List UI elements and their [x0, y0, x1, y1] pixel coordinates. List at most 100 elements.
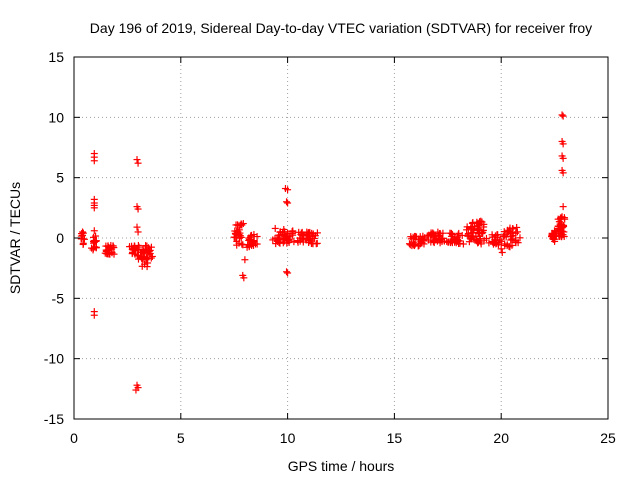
data-point — [92, 237, 100, 245]
data-point — [90, 157, 98, 165]
x-tick-labels: 0 5 10 15 20 25 — [70, 430, 616, 446]
data-point — [480, 223, 488, 231]
data-point — [90, 204, 98, 212]
data-point — [286, 233, 294, 241]
data-point — [275, 238, 283, 246]
data-point — [471, 223, 479, 231]
data-point — [253, 240, 261, 248]
data-point — [467, 224, 475, 232]
data-point — [299, 236, 307, 244]
data-point — [464, 230, 472, 238]
data-point — [512, 229, 520, 237]
data-point — [133, 156, 141, 164]
data-point — [313, 239, 321, 247]
data-point — [516, 234, 524, 242]
data-point — [135, 243, 143, 251]
data-point — [92, 232, 100, 240]
y-tick-label: 15 — [48, 49, 64, 65]
data-points — [77, 111, 569, 394]
data-point — [513, 223, 521, 231]
data-point — [248, 241, 256, 249]
data-point — [148, 252, 156, 260]
data-point — [420, 240, 428, 248]
data-point — [273, 237, 281, 245]
data-point — [289, 229, 297, 237]
data-point — [508, 241, 516, 249]
data-point — [559, 154, 567, 162]
data-point — [410, 241, 418, 249]
x-tick-label: 0 — [70, 430, 78, 446]
data-point — [304, 229, 312, 237]
data-point — [284, 269, 292, 277]
data-point — [512, 236, 520, 244]
axis-ticks — [73, 56, 609, 420]
x-tick-label: 20 — [493, 430, 509, 446]
data-point — [478, 230, 486, 238]
chart-title: Day 196 of 2019, Sidereal Day-to-day VTE… — [90, 20, 592, 36]
y-tick-label: -10 — [44, 351, 64, 367]
x-tick-label: 25 — [600, 430, 616, 446]
data-point — [559, 203, 567, 211]
data-point — [241, 256, 249, 264]
x-axis-label: GPS time / hours — [288, 458, 395, 474]
data-point — [134, 159, 142, 167]
data-point — [132, 386, 140, 394]
data-point — [497, 245, 505, 253]
data-point — [283, 198, 291, 206]
data-point — [513, 228, 521, 236]
data-point — [559, 112, 567, 120]
data-point — [480, 236, 488, 244]
data-point — [493, 231, 501, 239]
y-tick-label: 5 — [56, 170, 64, 186]
y-tick-label: 10 — [48, 109, 64, 125]
x-tick-label: 10 — [280, 430, 296, 446]
data-point — [463, 226, 471, 234]
data-point — [284, 186, 292, 194]
data-point — [560, 222, 568, 230]
data-point — [560, 228, 568, 236]
data-point — [283, 268, 291, 276]
data-point — [92, 243, 100, 251]
data-point — [561, 215, 569, 223]
data-point — [477, 240, 485, 248]
data-point — [134, 205, 142, 213]
data-point — [436, 239, 444, 247]
data-point — [236, 229, 244, 237]
data-point — [439, 229, 447, 237]
data-point — [313, 229, 321, 237]
data-point — [558, 111, 566, 119]
data-point — [428, 231, 436, 239]
data-point — [143, 255, 151, 263]
data-point — [79, 232, 87, 240]
data-point — [90, 311, 98, 319]
data-point — [559, 140, 567, 148]
data-point — [238, 221, 246, 229]
data-point — [110, 244, 118, 252]
data-point — [290, 238, 298, 246]
y-axis-label: SDTVAR / TECUs — [7, 182, 23, 294]
x-tick-label: 5 — [177, 430, 185, 446]
data-point — [496, 236, 504, 244]
data-point — [239, 220, 247, 228]
data-point — [240, 274, 248, 282]
data-point — [147, 243, 155, 251]
data-point — [271, 224, 279, 232]
data-point — [459, 240, 467, 248]
data-point — [80, 235, 88, 243]
data-point — [133, 223, 141, 231]
y-tick-labels: -15 -10 -5 0 5 10 15 — [44, 49, 64, 427]
data-point — [498, 248, 506, 256]
data-point — [501, 231, 509, 239]
data-point — [237, 233, 245, 241]
data-point — [418, 236, 426, 244]
data-point — [253, 233, 261, 241]
data-point — [509, 225, 517, 233]
data-point — [479, 228, 487, 236]
y-tick-label: -5 — [52, 290, 65, 306]
data-point — [284, 199, 292, 207]
data-point — [134, 228, 142, 236]
data-point — [454, 237, 462, 245]
data-point — [147, 254, 155, 262]
